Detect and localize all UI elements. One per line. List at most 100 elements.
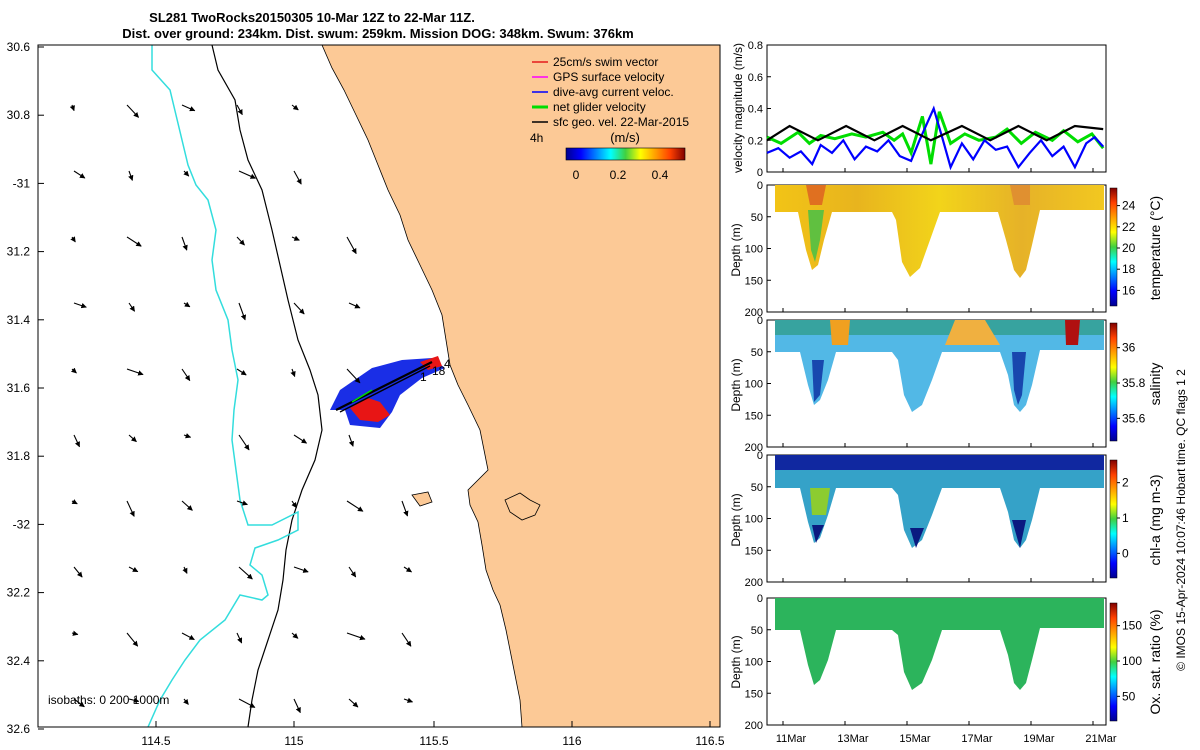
velocity-arrow bbox=[401, 500, 409, 517]
oxygen-section bbox=[775, 598, 1104, 690]
velocity-arrow bbox=[238, 302, 247, 321]
isobaths-label: isobaths: 0 200 1000m bbox=[48, 693, 169, 707]
cbar-tick-label: 100 bbox=[1122, 654, 1142, 668]
depth-tick-label: 100 bbox=[745, 244, 763, 256]
velocity-arrow bbox=[238, 698, 256, 708]
depth-tick-label: 200 bbox=[745, 720, 763, 732]
velocity-arrow bbox=[291, 235, 300, 241]
depth-tick-label: 150 bbox=[745, 688, 763, 700]
velocity-arrow bbox=[401, 632, 412, 647]
velocity-arrow bbox=[236, 500, 248, 506]
velocity-arrow bbox=[128, 302, 136, 312]
velocity-arrow bbox=[128, 170, 134, 181]
velocity-arrow bbox=[293, 566, 309, 573]
speed-colorbar-tick: 0.2 bbox=[610, 168, 627, 182]
velocity-arrow bbox=[183, 698, 189, 705]
land-area bbox=[321, 45, 720, 727]
velocity-arrow bbox=[293, 302, 305, 315]
isobath-1000m bbox=[147, 45, 299, 727]
velocity-y-axis: 0 0.2 0.4 0.6 0.8 bbox=[748, 40, 771, 179]
oxygen-ylabel: Depth (m) bbox=[729, 635, 743, 688]
map-x-tick-label: 115.5 bbox=[419, 734, 448, 748]
velocity-arrow bbox=[73, 698, 85, 708]
time-marker-label: 4h bbox=[530, 131, 543, 145]
time-axis: 11Mar 13Mar 15Mar 17Mar 19Mar 21Mar bbox=[776, 168, 1117, 745]
velocity-arrow bbox=[71, 499, 78, 505]
depth-tick-label: 100 bbox=[745, 514, 763, 526]
map-x-tick-label: 115 bbox=[284, 734, 303, 748]
legend-swim-label: 25cm/s swim vector bbox=[553, 55, 658, 69]
velocity-arrow bbox=[346, 236, 357, 255]
velocity-arrow-field bbox=[69, 104, 414, 714]
temperature-colorbar bbox=[1109, 187, 1118, 307]
velocity-arrow bbox=[183, 433, 192, 439]
depth-tick-label: 200 bbox=[745, 577, 763, 589]
cbar-tick-label: 22 bbox=[1122, 220, 1136, 234]
temperature-panel: Depth (m) temperature (°C) bbox=[729, 184, 1163, 313]
velocity-arrow bbox=[182, 566, 188, 574]
velocity-y-tick-label: 0 bbox=[757, 167, 763, 179]
time-tick-label: 17Mar bbox=[961, 733, 993, 745]
velocity-arrow bbox=[126, 104, 139, 118]
map-panel: 4 18 1 114.5 115 115.5 116 116.5 30.6 30.8 -31… bbox=[7, 40, 725, 748]
time-tick-label: 19Mar bbox=[1023, 733, 1055, 745]
depth-tick-label: 150 bbox=[745, 275, 763, 287]
chla-panel: Depth (m) chl-a (mg m-3) bbox=[729, 454, 1163, 583]
time-tick-label: 13Mar bbox=[837, 733, 869, 745]
legend-geo-label: sfc geo. vel. 22-Mar-2015 bbox=[553, 115, 689, 129]
cbar-tick-label: 35.6 bbox=[1122, 411, 1146, 425]
depth-tick-label: 50 bbox=[751, 482, 763, 494]
velocity-arrow bbox=[291, 500, 297, 509]
velocity-arrow bbox=[403, 566, 413, 573]
depth-tick-label: 150 bbox=[745, 410, 763, 422]
velocity-arrow bbox=[128, 697, 140, 703]
velocity-arrow bbox=[73, 170, 86, 179]
velocity-y-tick-label: 0.2 bbox=[748, 135, 763, 147]
legend-net-label: net glider velocity bbox=[553, 100, 646, 114]
velocity-arrow bbox=[128, 434, 137, 443]
velocity-arrow bbox=[346, 500, 364, 512]
velocity-arrow bbox=[126, 236, 142, 247]
temperature-cbar-label: temperature (°C) bbox=[1147, 196, 1163, 300]
track-label-1: 1 bbox=[420, 370, 427, 384]
map-y-tick-label: 30.8 bbox=[7, 108, 31, 122]
map-y-tick-label: 31.8 bbox=[7, 449, 31, 463]
velocity-series-dive-avg-current-veloc bbox=[766, 105, 1105, 171]
depth-tick-label: 50 bbox=[751, 347, 763, 359]
velocity-arrow bbox=[181, 104, 196, 112]
depth-tick-label: 0 bbox=[757, 593, 763, 605]
velocity-y-tick-label: 0.8 bbox=[748, 40, 763, 52]
map-x-tick-label: 116.5 bbox=[695, 734, 724, 748]
velocity-arrow bbox=[181, 236, 188, 251]
footer-credit: © IMOS 15-Apr-2024 10:07:46 Hobart time.… bbox=[1174, 369, 1188, 671]
velocity-arrow bbox=[293, 170, 302, 185]
glider-track bbox=[330, 356, 445, 428]
velocity-arrow bbox=[348, 698, 359, 708]
velocity-arrow bbox=[69, 104, 75, 112]
velocity-arrow bbox=[71, 630, 79, 636]
depth-tick-label: 50 bbox=[751, 212, 763, 224]
salinity-colorbar bbox=[1109, 322, 1118, 442]
map-y-tick-label: 32.2 bbox=[7, 586, 31, 600]
velocity-arrow bbox=[238, 566, 253, 580]
velocity-y-tick-label: 0.6 bbox=[748, 72, 763, 84]
velocity-arrow bbox=[126, 500, 135, 517]
velocity-arrow bbox=[181, 500, 193, 511]
cbar-tick-label: 24 bbox=[1122, 199, 1136, 213]
velocity-arrow bbox=[181, 368, 191, 382]
velocity-arrow bbox=[291, 632, 299, 639]
speed-colorbar bbox=[565, 147, 686, 161]
velocity-ylabel: velocity magnitude (m/s) bbox=[731, 43, 745, 173]
velocity-series-sfc-geo-vel bbox=[766, 124, 1104, 142]
map-y-tick-label: 32.6 bbox=[7, 722, 31, 736]
velocity-arrow bbox=[73, 302, 87, 309]
cbar-tick-label: 150 bbox=[1122, 619, 1142, 633]
velocity-arrow bbox=[346, 632, 366, 641]
cbar-tick-label: 1 bbox=[1122, 511, 1129, 525]
map-y-tick-label: 31.2 bbox=[7, 245, 31, 259]
velocity-arrow bbox=[293, 434, 308, 444]
chla-cbar-label: chl-a (mg m-3) bbox=[1147, 474, 1163, 565]
velocity-arrow bbox=[236, 104, 243, 116]
velocity-arrow bbox=[238, 434, 250, 451]
velocity-arrow bbox=[293, 698, 301, 714]
